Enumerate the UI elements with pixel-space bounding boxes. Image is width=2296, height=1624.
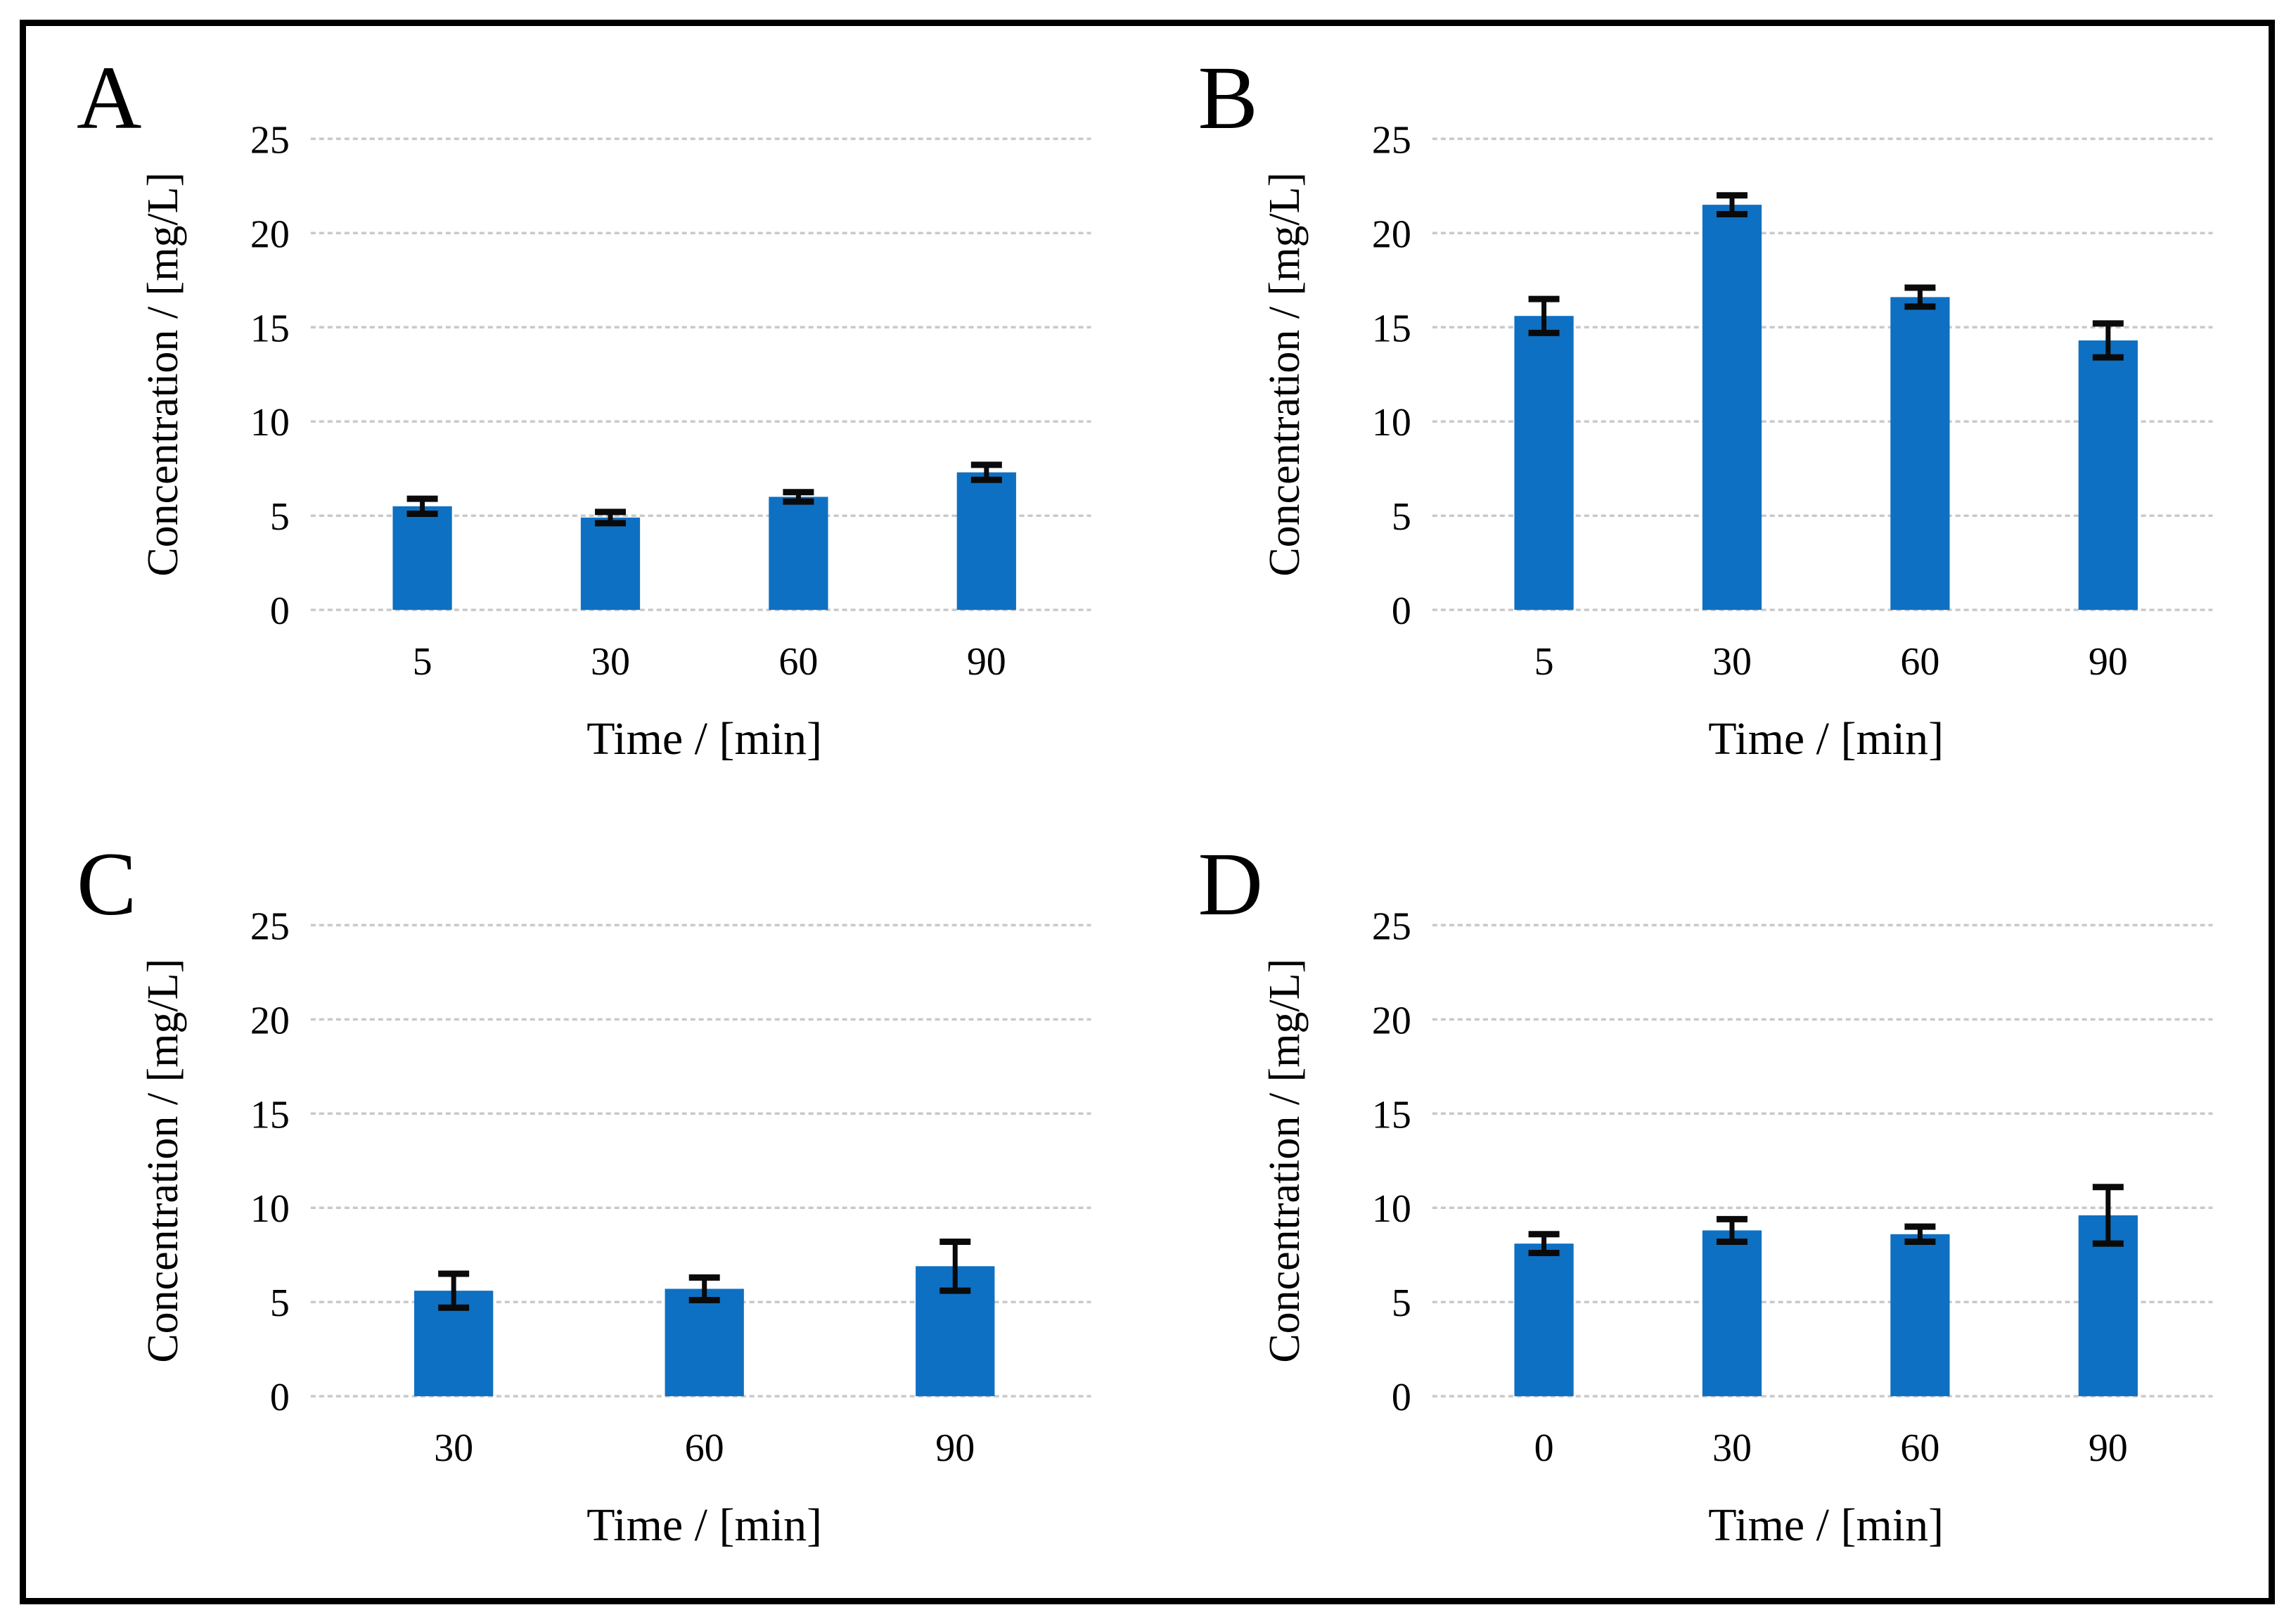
- chart-grid: A 0 5 10 15 20 25 Concentration / [mg/L] 5 30 60 9…: [26, 26, 2269, 1598]
- chart-a-canvas: 0 5 10 15 20 25 Concentration / [mg/L] 5 30 60 90 T…: [139, 118, 1091, 765]
- y-tick-label: 5: [1391, 1281, 1411, 1325]
- panel-label-c: C: [77, 833, 137, 934]
- y-tick-label: 20: [1371, 999, 1411, 1042]
- x-tick-label: 60: [778, 640, 818, 684]
- y-tick-label: 15: [250, 1093, 290, 1137]
- y-tick-label: 20: [1371, 212, 1411, 256]
- bar: [392, 506, 452, 610]
- y-tick-label: 10: [250, 1187, 290, 1231]
- y-tick-label: 25: [1371, 904, 1411, 948]
- x-tick-label: 5: [1534, 640, 1553, 684]
- y-tick-label: 15: [250, 307, 290, 350]
- chart-panel-a: A 0 5 10 15 20 25 Concentration / [mg/L] 5 30 60 9…: [26, 26, 1148, 812]
- bar: [1513, 1243, 1574, 1396]
- panel-label-d: D: [1198, 833, 1263, 934]
- y-tick-label: 0: [270, 1376, 290, 1419]
- x-axis-label: Time / [min]: [1708, 713, 1944, 765]
- y-tick-label: 25: [250, 118, 290, 162]
- y-axis-label: Concentration / [mg/L]: [1260, 172, 1308, 577]
- y-tick-label: 20: [250, 212, 290, 256]
- bar: [2078, 340, 2138, 610]
- bar: [769, 497, 828, 610]
- x-axis-label: Time / [min]: [586, 713, 822, 765]
- x-tick-label: 90: [967, 640, 1006, 684]
- chart-panel-c: C 0 5 10 15 20 25 Concentration / [mg/L] 30 60 90…: [26, 812, 1148, 1599]
- y-axis-label: Concentration / [mg/L]: [1260, 958, 1308, 1362]
- chart-b-canvas: 0 5 10 15 20 25 Concentration / [mg/L] 5 30 60 90 T…: [1260, 118, 2213, 765]
- bar: [1890, 297, 1950, 610]
- bar: [665, 1288, 744, 1396]
- x-tick-label: 90: [2088, 1426, 2127, 1470]
- x-tick-label: 90: [2088, 640, 2127, 684]
- x-tick-label: 60: [1900, 640, 1939, 684]
- panel-label-a: A: [77, 48, 142, 148]
- bar: [956, 472, 1016, 610]
- bar: [1513, 316, 1574, 610]
- y-tick-label: 0: [1391, 1376, 1411, 1419]
- y-tick-label: 0: [1391, 589, 1411, 633]
- chart-d-canvas: 0 5 10 15 20 25 Concentration / [mg/L] 0 30 60 90 T…: [1260, 904, 2213, 1551]
- bar: [580, 517, 641, 610]
- bar: [1702, 1229, 1762, 1396]
- y-axis-label: Concentration / [mg/L]: [139, 958, 187, 1362]
- y-tick-label: 10: [1371, 401, 1411, 445]
- y-axis-label: Concentration / [mg/L]: [139, 172, 187, 577]
- y-tick-label: 20: [250, 999, 290, 1042]
- panel-label-b: B: [1198, 48, 1258, 148]
- y-tick-label: 5: [1391, 495, 1411, 539]
- x-axis-label: Time / [min]: [1708, 1500, 1944, 1551]
- bar: [1890, 1234, 1950, 1396]
- y-tick-label: 15: [1371, 307, 1411, 350]
- y-tick-label: 25: [250, 904, 290, 948]
- y-tick-label: 0: [270, 589, 290, 633]
- y-tick-label: 10: [1371, 1187, 1411, 1231]
- x-tick-label: 90: [935, 1426, 975, 1470]
- x-tick-label: 30: [1712, 1426, 1752, 1470]
- y-tick-label: 5: [270, 1281, 290, 1325]
- figure-frame: A 0 5 10 15 20 25 Concentration / [mg/L] 5 30 60 9…: [20, 20, 2275, 1604]
- x-tick-label: 60: [1900, 1426, 1939, 1470]
- y-tick-label: 25: [1371, 118, 1411, 162]
- y-tick-label: 10: [250, 401, 290, 445]
- x-tick-label: 30: [1712, 640, 1752, 684]
- x-tick-label: 30: [434, 1426, 473, 1470]
- y-tick-label: 5: [270, 495, 290, 539]
- x-axis-label: Time / [min]: [586, 1500, 822, 1551]
- x-tick-label: 5: [413, 640, 432, 684]
- chart-panel-d: D 0 5 10 15 20 25 Concentration / [mg/L] 0 30 60 9…: [1148, 812, 2269, 1599]
- x-tick-label: 60: [685, 1426, 724, 1470]
- y-tick-label: 15: [1371, 1093, 1411, 1137]
- chart-panel-b: B 0 5 10 15 20 25 Concentration / [mg/L] 5 30 60 9…: [1148, 26, 2269, 812]
- chart-c-canvas: 0 5 10 15 20 25 Concentration / [mg/L] 30 60 90 Ti…: [139, 904, 1091, 1551]
- x-tick-label: 0: [1534, 1426, 1553, 1470]
- bar: [1702, 205, 1762, 610]
- x-tick-label: 30: [591, 640, 630, 684]
